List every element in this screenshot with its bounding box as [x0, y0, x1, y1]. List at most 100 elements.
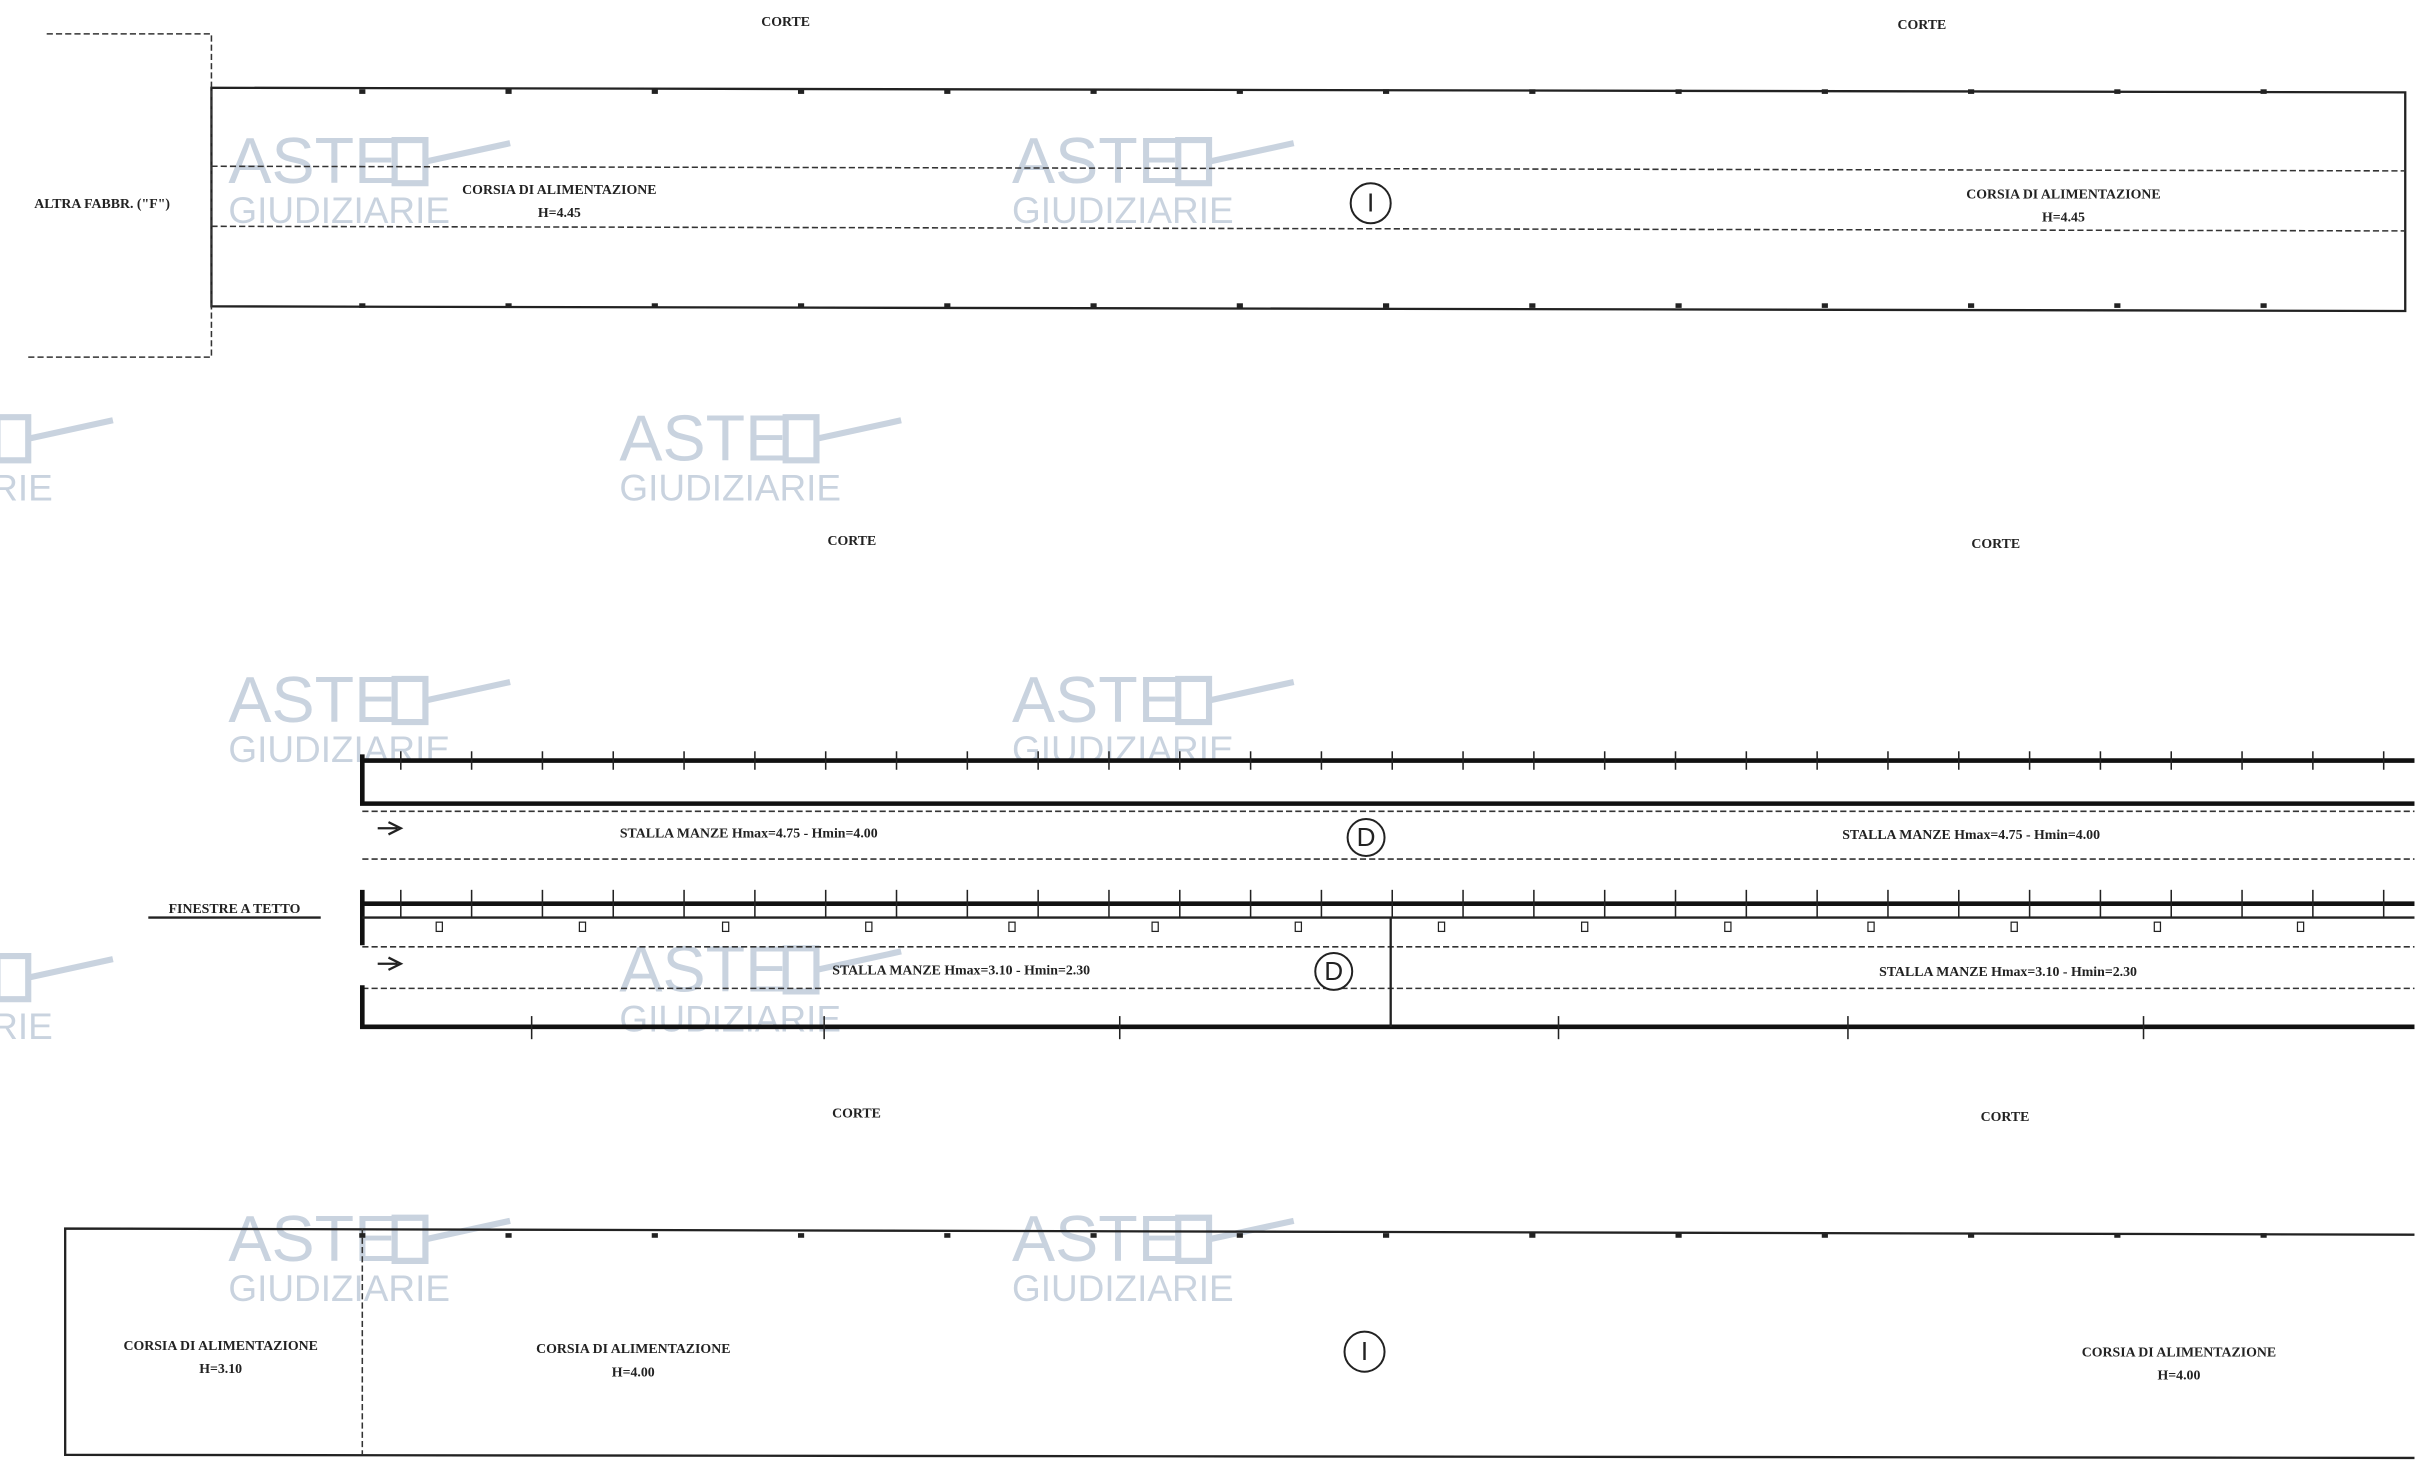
pillar — [1968, 89, 1975, 94]
pillar — [1529, 303, 1536, 308]
marker: I — [1361, 1336, 1368, 1366]
watermark-line: GIUDIZIARIE — [1012, 190, 1234, 231]
watermark-line: ASTE — [228, 124, 397, 197]
watermark-gavel — [0, 952, 114, 1003]
neighbor-label: ALTRA FABBR. ("F") — [34, 196, 170, 212]
pillar — [1821, 303, 1828, 308]
watermark-line: GIUDIZIARIE — [0, 1006, 53, 1047]
pillar — [2260, 1233, 2267, 1238]
watermark-gavel — [1175, 675, 1295, 726]
watermark-line: GIUDIZIARIE — [228, 190, 450, 231]
pillar — [1821, 1233, 1828, 1238]
window — [1151, 921, 1159, 933]
watermark-line: GIUDIZIARIE — [1012, 729, 1234, 770]
watermark-line: GIUDIZIARIE — [228, 729, 450, 770]
lane-line — [211, 225, 2406, 232]
marker: I — [1367, 188, 1374, 218]
pillar — [1968, 303, 1975, 308]
corte-label: CORTE — [1971, 536, 2020, 551]
pillar — [651, 1233, 658, 1238]
pillar — [1383, 1233, 1390, 1238]
pillar — [797, 1233, 805, 1238]
pillar — [505, 89, 512, 94]
watermark-line: GIUDIZIARIE — [619, 467, 841, 508]
corte-label: CORTE — [832, 1106, 881, 1121]
marker-circle — [1314, 951, 1354, 991]
wall — [359, 985, 2415, 1030]
window — [1008, 921, 1016, 933]
watermark-line: ASTE — [228, 1202, 397, 1275]
pillar — [2260, 89, 2267, 94]
window — [1294, 921, 1303, 933]
marker-circle — [1349, 182, 1392, 225]
pillar — [1675, 1233, 1682, 1238]
neighbor-outline — [28, 33, 213, 358]
watermark-gavel — [1175, 137, 1295, 187]
lane-name: CORSIA DI ALIMENTAZIONE — [1966, 187, 2160, 202]
window — [2153, 921, 2162, 933]
watermark-line: GIUDIZIARIE — [0, 467, 53, 508]
lane-height: H=4.00 — [612, 1364, 655, 1379]
corte-label: CORTE — [1897, 17, 1946, 32]
window — [865, 921, 873, 933]
watermark-line: ASTE — [619, 401, 788, 474]
pillar — [1090, 89, 1097, 94]
pillar — [797, 89, 805, 94]
corte-label: CORTE — [761, 14, 810, 29]
pillar — [2260, 303, 2267, 308]
watermark-gavel — [782, 414, 902, 464]
window — [1437, 921, 1446, 933]
marker-circle — [1343, 1330, 1386, 1373]
pillar — [1383, 303, 1390, 308]
pillar — [1236, 89, 1243, 94]
pillar — [1236, 1233, 1243, 1238]
marker: D — [1324, 956, 1343, 986]
pillar — [1090, 303, 1097, 308]
watermark-gavel — [391, 137, 511, 187]
watermark-gavel — [391, 675, 511, 726]
wall — [359, 754, 2415, 806]
watermark-line: ASTE — [1012, 1202, 1181, 1275]
window — [1580, 921, 1589, 933]
pillar — [505, 1233, 512, 1238]
corte-label: CORTE — [1981, 1109, 2030, 1124]
window — [721, 921, 730, 933]
pillar — [797, 303, 805, 308]
pillar — [944, 89, 951, 94]
building-1: I ALTRA FABBR. ("F") CORSIA DI ALIMENTAZ… — [28, 33, 2407, 358]
courtyard-labels: CORTE CORTE CORTE CORTE CORTE CORTE — [761, 14, 2029, 1124]
pillar — [1675, 303, 1682, 308]
lane-name: CORSIA DI ALIMENTAZIONE — [123, 1338, 317, 1353]
watermark-line: ASTE — [1012, 124, 1181, 197]
watermarks: ASTEGIUDIZIARIEASTEGIUDIZIARIEASTEGIUDIZ… — [0, 124, 1295, 1309]
arrow — [377, 821, 404, 836]
pillar — [944, 1233, 951, 1238]
window — [1724, 921, 1732, 933]
lane-height: H=4.45 — [538, 205, 581, 220]
building-2: D D STALLA MANZE Hmax=4.75 - Hmin=4.00 S… — [148, 754, 2415, 1030]
outline — [64, 1227, 2415, 1460]
pillar — [1529, 89, 1536, 94]
pillar — [1090, 1233, 1097, 1238]
pillar — [1236, 303, 1243, 308]
stall-label: STALLA MANZE Hmax=4.75 - Hmin=4.00 — [620, 825, 878, 840]
pillar — [505, 303, 512, 308]
watermark-gavel — [0, 414, 114, 464]
lane-name: CORSIA DI ALIMENTAZIONE — [2082, 1344, 2276, 1359]
watermark-line: ASTE — [1012, 663, 1181, 736]
pillar — [2114, 303, 2121, 308]
window — [2010, 921, 2018, 933]
pillar — [1821, 89, 1828, 94]
window — [435, 921, 443, 933]
watermark-line: ASTE — [619, 932, 788, 1005]
pillar — [1529, 1233, 1536, 1238]
pillar — [651, 89, 658, 94]
